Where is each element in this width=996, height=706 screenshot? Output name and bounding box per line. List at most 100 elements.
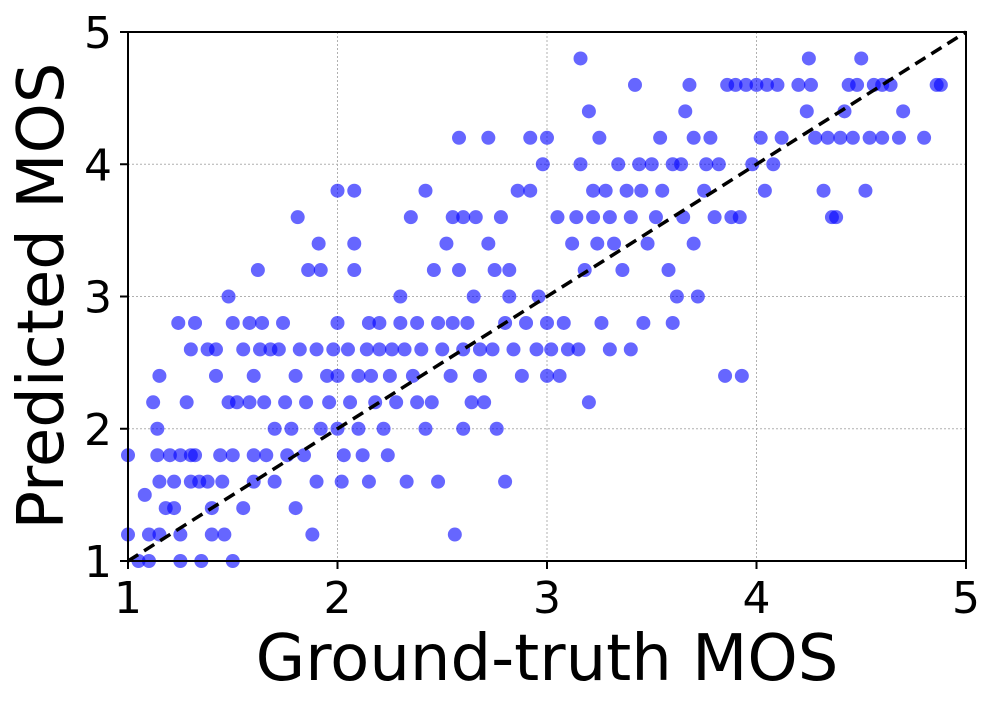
data-point [611,157,626,172]
data-point [414,342,429,357]
data-point [399,474,414,489]
data-point [221,289,236,304]
data-point [586,183,601,198]
data-point [152,368,167,383]
data-point [506,342,521,357]
data-point [167,474,182,489]
data-point [837,104,852,119]
data-point [246,448,261,463]
data-point [498,474,513,489]
data-point [552,368,567,383]
data-point [550,210,565,225]
data-point [322,395,337,410]
data-point [267,474,282,489]
data-point [686,130,701,145]
data-point [403,210,418,225]
data-point [188,448,203,463]
data-point [707,210,722,225]
data-point [799,104,814,119]
data-point [225,315,240,330]
data-point [456,421,471,436]
data-point [653,130,668,145]
data-point [845,130,860,145]
data-point [598,183,613,198]
data-point [359,342,374,357]
data-point [468,210,483,225]
data-point [711,157,726,172]
data-point [569,210,584,225]
data-point [257,395,272,410]
data-point [669,289,684,304]
y-tick-label: 1 [84,537,112,588]
data-point [770,77,785,92]
data-point [171,315,186,330]
data-point [774,130,789,145]
data-point [523,130,538,145]
data-point [933,77,948,92]
data-point [217,527,232,542]
data-point [674,157,689,172]
x-axis-ticks: 1 2 3 4 5 [114,561,980,624]
data-point [336,448,351,463]
data-point [292,342,307,357]
data-point [493,210,508,225]
data-point [361,474,376,489]
data-point [854,51,869,66]
data-point [225,448,240,463]
data-point [745,157,760,172]
data-point [571,342,586,357]
data-point [858,183,873,198]
data-point [623,342,638,357]
data-point [267,421,282,436]
data-point [445,315,460,330]
data-point [481,130,496,145]
data-point [850,77,865,92]
data-point [502,263,517,278]
y-tick-label: 4 [84,140,112,191]
data-point [594,315,609,330]
data-point [734,368,749,383]
data-point [510,183,525,198]
data-point [384,342,399,357]
data-point [301,263,316,278]
data-point [592,130,607,145]
data-point [619,183,634,198]
data-point [276,315,291,330]
data-point [732,210,747,225]
data-point [271,342,286,357]
data-point [250,263,265,278]
data-point [152,474,167,489]
data-point [215,474,230,489]
data-point [162,448,177,463]
data-point [355,448,370,463]
data-point [313,421,328,436]
data-point [213,448,228,463]
data-point [682,77,697,92]
data-point [615,263,630,278]
data-point [418,183,433,198]
data-point [648,210,663,225]
data-point [602,210,617,225]
data-point [529,342,544,357]
data-point [347,236,362,251]
data-point [586,210,601,225]
data-point [514,368,529,383]
data-point [759,77,774,92]
data-point [452,263,467,278]
data-point [309,474,324,489]
data-point [766,157,781,172]
data-point [376,421,391,436]
data-point [862,130,877,145]
data-point [255,315,270,330]
data-point [150,448,165,463]
data-point [447,527,462,542]
data-point [280,448,295,463]
data-point [330,315,345,330]
data-point [820,130,835,145]
data-point [728,77,743,92]
data-point [380,448,395,463]
data-point [167,501,182,516]
data-point [472,368,487,383]
data-point [686,236,701,251]
data-point [460,315,475,330]
